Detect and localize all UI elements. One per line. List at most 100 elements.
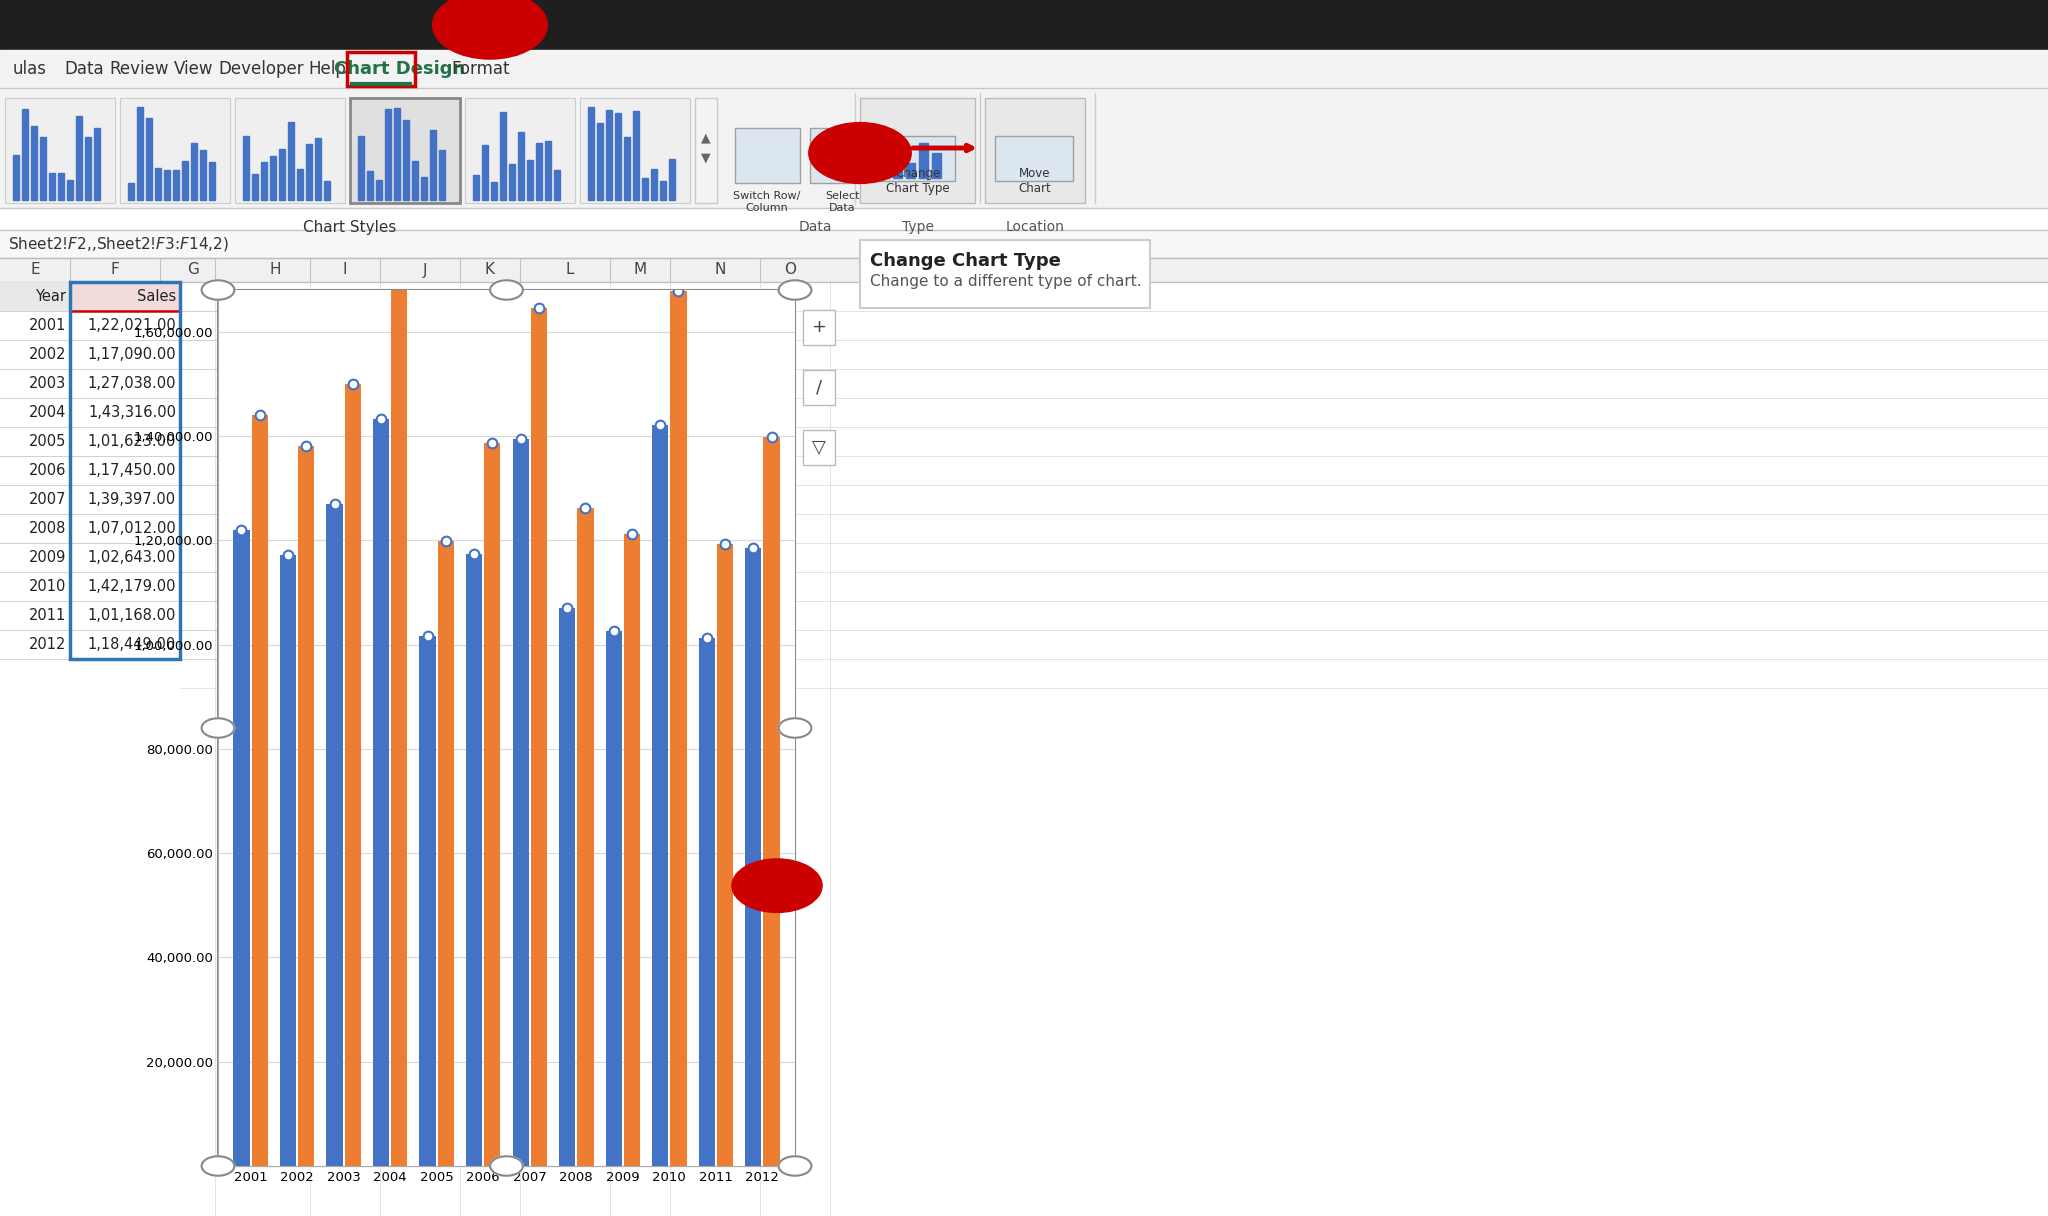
- Text: 1,17,450.00: 1,17,450.00: [88, 463, 176, 478]
- Bar: [526, 161, 532, 199]
- Bar: [803, 310, 836, 345]
- Bar: [4, 98, 115, 203]
- Text: Change Chart Type: Change Chart Type: [870, 252, 1061, 270]
- Bar: [94, 129, 100, 199]
- Text: 2010: 2010: [29, 579, 66, 593]
- Bar: [481, 146, 487, 199]
- Bar: [326, 503, 342, 1166]
- Bar: [735, 128, 801, 182]
- Bar: [156, 168, 162, 199]
- Bar: [182, 161, 188, 199]
- Bar: [70, 282, 180, 659]
- Bar: [985, 98, 1085, 203]
- Text: ▼: ▼: [700, 152, 711, 164]
- Bar: [717, 544, 733, 1166]
- Bar: [651, 424, 668, 1166]
- Bar: [201, 151, 207, 199]
- Bar: [559, 608, 575, 1166]
- Text: Review: Review: [109, 60, 168, 78]
- Text: 1,18,449.00: 1,18,449.00: [88, 637, 176, 652]
- Text: View: View: [174, 60, 213, 78]
- Bar: [606, 631, 623, 1166]
- Text: Data: Data: [799, 220, 831, 233]
- Bar: [625, 535, 641, 1166]
- Bar: [670, 291, 686, 1166]
- Bar: [438, 150, 444, 199]
- Text: Developer: Developer: [219, 60, 303, 78]
- Bar: [137, 107, 143, 199]
- Text: ▽: ▽: [813, 438, 825, 456]
- Bar: [500, 112, 506, 199]
- Bar: [281, 556, 297, 1166]
- Bar: [260, 162, 266, 199]
- Bar: [377, 180, 383, 199]
- Bar: [0, 230, 2048, 258]
- Bar: [651, 169, 657, 199]
- Bar: [670, 159, 676, 199]
- Text: 2006: 2006: [29, 463, 66, 478]
- Bar: [403, 120, 410, 199]
- Bar: [764, 438, 780, 1166]
- Bar: [0, 0, 2048, 50]
- Bar: [467, 553, 481, 1166]
- Bar: [164, 170, 170, 199]
- Text: 1: 1: [768, 873, 786, 897]
- Text: Sheet2!$F$2,,Sheet2!$F$3:$F$14,2): Sheet2!$F$2,,Sheet2!$F$3:$F$14,2): [8, 235, 229, 253]
- Bar: [41, 137, 45, 199]
- Bar: [920, 143, 928, 178]
- Text: +: +: [811, 319, 827, 336]
- Text: Select
Data: Select Data: [825, 191, 860, 213]
- Text: 1,27,038.00: 1,27,038.00: [88, 376, 176, 392]
- Text: Chart Styles: Chart Styles: [303, 220, 397, 235]
- Bar: [270, 156, 276, 199]
- Text: Data: Data: [63, 60, 104, 78]
- Bar: [12, 154, 18, 199]
- Bar: [344, 384, 360, 1166]
- Text: 1,01,623.00: 1,01,623.00: [88, 434, 176, 449]
- Bar: [367, 171, 373, 199]
- Bar: [633, 111, 639, 199]
- Bar: [393, 108, 399, 199]
- Bar: [252, 174, 258, 199]
- Text: 1,42,179.00: 1,42,179.00: [88, 579, 176, 593]
- Bar: [694, 98, 717, 203]
- Text: H: H: [268, 263, 281, 277]
- Bar: [881, 158, 889, 178]
- Bar: [0, 282, 2048, 659]
- Bar: [893, 148, 901, 178]
- Text: 1,01,168.00: 1,01,168.00: [88, 608, 176, 623]
- Bar: [145, 118, 152, 199]
- Bar: [860, 240, 1151, 308]
- Text: 2011: 2011: [29, 608, 66, 623]
- Bar: [530, 309, 547, 1166]
- Bar: [905, 163, 915, 178]
- Bar: [0, 258, 2048, 282]
- Bar: [803, 430, 836, 465]
- Text: Help: Help: [307, 60, 346, 78]
- Text: K: K: [485, 263, 496, 277]
- Bar: [659, 181, 666, 199]
- Text: Move
Chart: Move Chart: [1018, 167, 1051, 195]
- Bar: [373, 418, 389, 1166]
- Bar: [580, 98, 690, 203]
- Bar: [874, 136, 954, 181]
- Text: 1,02,643.00: 1,02,643.00: [88, 550, 176, 565]
- Text: M: M: [633, 263, 647, 277]
- Bar: [420, 636, 436, 1166]
- Bar: [698, 638, 715, 1166]
- Bar: [315, 137, 322, 199]
- Bar: [350, 98, 461, 203]
- Bar: [70, 282, 180, 311]
- Text: O: O: [784, 263, 797, 277]
- Text: 2007: 2007: [29, 492, 66, 507]
- Text: Location: Location: [1006, 220, 1065, 233]
- Text: 1,43,316.00: 1,43,316.00: [88, 405, 176, 420]
- Text: 3: 3: [852, 141, 868, 165]
- Text: Type: Type: [901, 220, 934, 233]
- Text: Switch Row/
Column: Switch Row/ Column: [733, 191, 801, 213]
- Bar: [217, 289, 795, 1166]
- Text: 2001: 2001: [29, 319, 66, 333]
- Text: 1,22,021.00: 1,22,021.00: [88, 319, 176, 333]
- Bar: [0, 282, 180, 311]
- Bar: [483, 444, 500, 1166]
